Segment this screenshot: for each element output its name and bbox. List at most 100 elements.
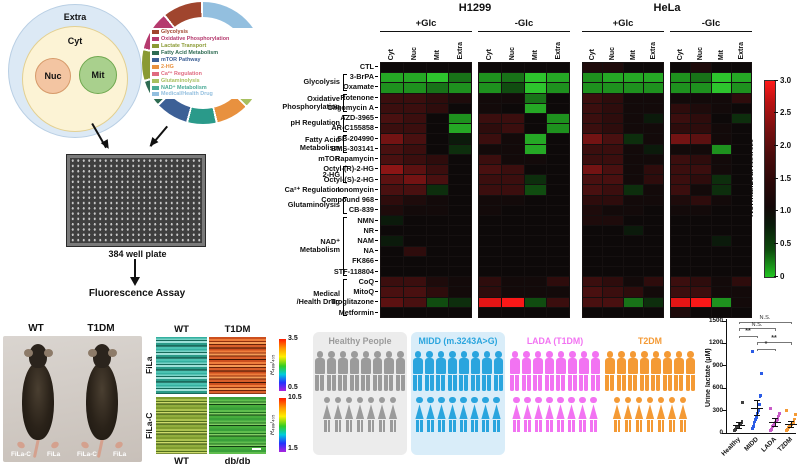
heatmap-cell <box>547 215 569 226</box>
heatmap-cell <box>479 113 501 124</box>
heatmap-cell <box>501 63 524 73</box>
person-head <box>675 351 682 358</box>
person-leg <box>667 374 672 391</box>
person-leg <box>400 374 405 391</box>
heatmap-cell <box>381 113 403 124</box>
person-leg <box>475 374 480 391</box>
heatmap-cell <box>643 144 663 154</box>
heatmap-cell <box>583 154 603 164</box>
person-legs <box>438 419 445 432</box>
heatmap-cell <box>524 287 547 297</box>
person-leg <box>579 419 582 432</box>
person-head <box>362 351 369 358</box>
sig-bracket-end <box>775 348 776 352</box>
heatmap-cell <box>501 236 524 246</box>
person-head <box>664 351 671 358</box>
person-legs <box>459 374 469 391</box>
y-tick-label: 600 <box>712 384 723 392</box>
row-label: STF-118804 <box>278 267 378 277</box>
heatmap-cell <box>449 164 471 175</box>
person-head <box>351 351 358 358</box>
person-torso <box>590 358 600 375</box>
heatmap-cell <box>479 236 501 246</box>
person-head <box>378 396 386 404</box>
cohort-group: Healthy People <box>313 332 407 455</box>
person-torso <box>556 358 566 375</box>
person-legs <box>427 419 434 432</box>
person-head <box>345 396 353 404</box>
person-leg <box>513 419 516 432</box>
heatmap-cell <box>403 246 426 256</box>
sig-bracket-end <box>757 348 758 352</box>
fila-ratio-label: R ₄₈₈/₄₀₅ <box>268 339 278 391</box>
person-head <box>495 351 502 358</box>
person-legs <box>470 374 480 391</box>
person-head <box>323 396 331 404</box>
legend-swatch <box>152 58 159 62</box>
row-label: CTL <box>278 62 378 72</box>
mean-line <box>769 421 781 424</box>
person-torso <box>579 358 589 375</box>
condition-underline <box>380 31 472 33</box>
heatmap-cell <box>547 164 569 175</box>
heatmap-cell <box>403 205 426 215</box>
heatmap-cell <box>711 287 731 297</box>
heatmap-cell <box>731 205 751 215</box>
heatmap-cell <box>449 236 471 246</box>
male-person-icon <box>685 351 696 391</box>
group-label: Glycolysis <box>303 77 340 87</box>
heatmap-cell <box>643 124 663 134</box>
heatmap-cell <box>524 266 547 277</box>
person-dress <box>667 404 677 420</box>
person-leg <box>526 374 531 391</box>
male-person-icon <box>326 351 337 391</box>
data-point <box>776 416 780 420</box>
person-legs <box>590 419 597 432</box>
heatmap-cell <box>403 175 426 185</box>
person-leg <box>605 374 610 391</box>
heatmap-cell <box>547 266 569 277</box>
heatmap-cell <box>524 103 547 113</box>
heatmap-cell <box>583 215 603 226</box>
person-head <box>657 396 665 404</box>
colorbar-tick-label: 1.0 <box>780 206 792 216</box>
heatmap-cell <box>501 103 524 113</box>
person-leg <box>538 374 543 391</box>
heatmap-cell <box>711 144 731 154</box>
column-label: Mit <box>532 49 539 60</box>
heatmap-cell <box>691 63 711 73</box>
column-label: Cyt <box>588 48 596 60</box>
heatmap-cell <box>524 93 547 103</box>
person-leg <box>613 419 617 432</box>
person-legs <box>424 374 434 391</box>
heatmap-cell <box>691 215 711 226</box>
legend-swatch <box>152 85 159 90</box>
ratio-symbol: R <box>270 371 276 376</box>
person-leg <box>549 374 554 391</box>
female-person-icon <box>578 396 588 432</box>
heatmap-cell <box>381 164 403 175</box>
heatmap-cell <box>691 144 711 154</box>
person-dress <box>567 404 576 420</box>
person-leg <box>635 419 639 432</box>
heatmap-cell <box>479 83 501 93</box>
heatmap-cell <box>731 287 751 297</box>
arrow-plate-to-assay <box>134 259 137 279</box>
heatmap-cell <box>623 134 643 144</box>
heatmap-cell <box>449 134 471 144</box>
heatmap-cell <box>547 113 569 124</box>
error-cap <box>772 418 778 420</box>
heatmap-cell <box>603 277 623 287</box>
person-head <box>449 396 456 404</box>
heatmap-cell <box>524 297 547 307</box>
person-dress <box>534 404 543 420</box>
heatmap-cell <box>426 175 449 185</box>
person-leg <box>366 374 371 391</box>
person-dress <box>523 404 532 420</box>
heatmap-cell <box>603 154 623 164</box>
colorbar <box>764 80 776 278</box>
person-leg <box>343 374 348 391</box>
heatmap-cell <box>524 277 547 287</box>
heatmap-cell <box>501 256 524 266</box>
legend-item: Glycolysis <box>152 29 264 36</box>
